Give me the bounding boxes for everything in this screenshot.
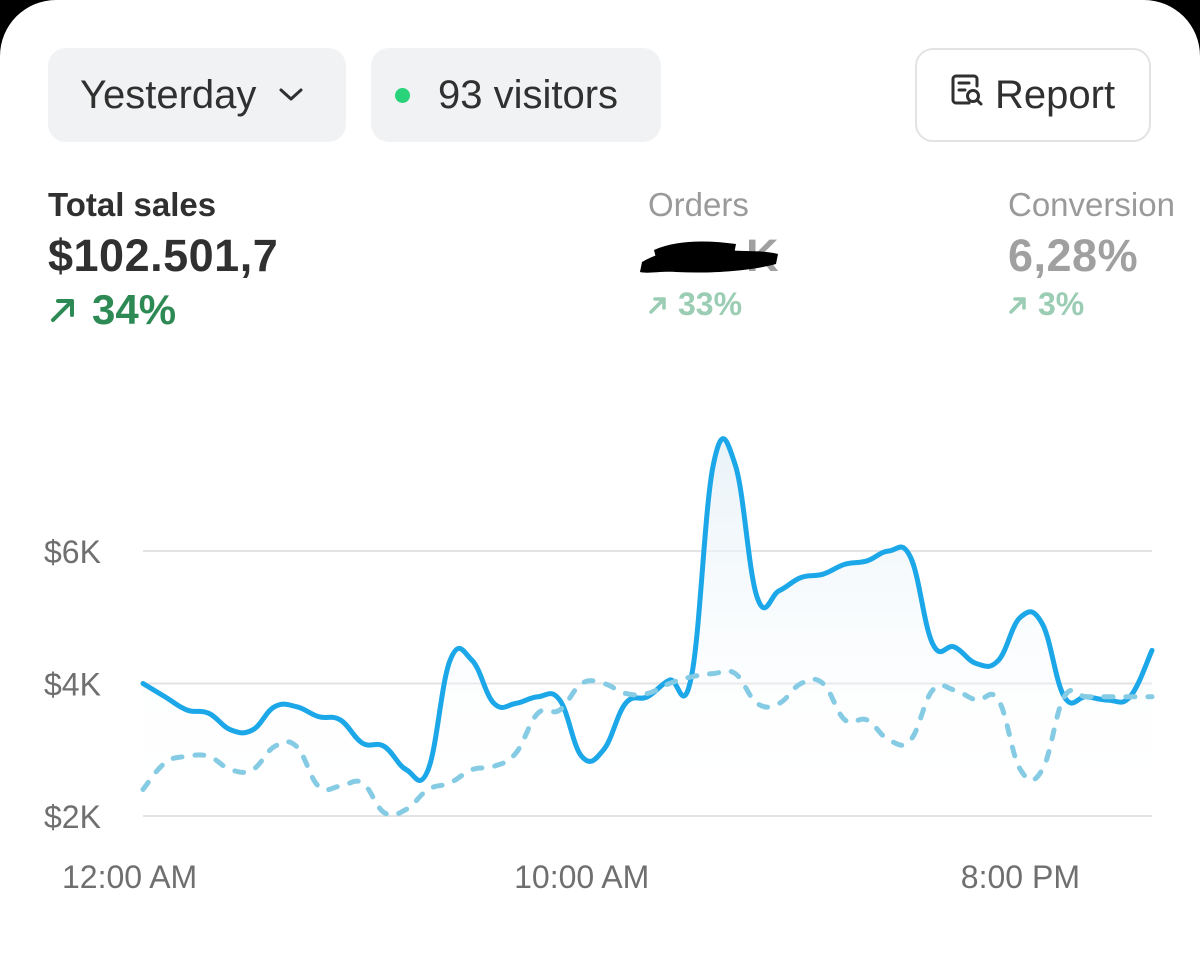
total-sales-label: Total sales [48, 186, 217, 223]
total-sales-value: $102.501,7 [48, 230, 279, 281]
comparison-series-line [140, 668, 1155, 818]
report-button[interactable]: Report [915, 48, 1151, 142]
date-range-label: Yesterday [80, 72, 257, 117]
y-tick-label: $6K [44, 534, 101, 570]
x-tick-label: 12:00 AM [62, 859, 197, 895]
x-tick-label: 8:00 PM [961, 859, 1080, 895]
trend-up-arrow-icon [51, 299, 74, 322]
conversion-metric[interactable]: Conversion 6,28% 3% [1008, 186, 1175, 323]
date-range-dropdown[interactable]: Yesterday [48, 48, 346, 142]
trend-up-arrow-icon [1009, 296, 1026, 314]
report-button-label: Report [995, 72, 1116, 117]
visitors-count: 93 visitors [438, 72, 619, 117]
conversion-value: 6,28% [1008, 230, 1139, 281]
current-series-area [143, 438, 1152, 816]
x-tick-label: 10:00 AM [514, 859, 649, 895]
current-series-line [140, 436, 1155, 783]
y-tick-label: $2K [44, 799, 101, 835]
chevron-down-icon [278, 87, 304, 103]
orders-metric[interactable]: Orders K 33% [640, 186, 788, 323]
trend-up-arrow-icon [649, 296, 666, 314]
orders-delta-value: 33% [678, 286, 743, 322]
orders-value: K [640, 230, 788, 282]
total-sales-delta: 34% [48, 286, 278, 334]
orders-label: Orders [648, 186, 749, 223]
conversion-label: Conversion [1008, 186, 1175, 223]
live-status-dot-icon [395, 87, 410, 103]
conversion-delta: 3% [1008, 286, 1175, 323]
orders-delta: 33% [648, 286, 788, 323]
total-sales-delta-value: 34% [92, 286, 177, 333]
redaction-scribble [640, 241, 778, 273]
report-search-icon [947, 70, 995, 120]
conversion-delta-value: 3% [1038, 286, 1085, 322]
total-sales-metric[interactable]: Total sales $102.501,7 34% [48, 186, 278, 334]
y-tick-label: $4K [44, 667, 101, 703]
live-visitors-badge[interactable]: 93 visitors [371, 48, 661, 142]
